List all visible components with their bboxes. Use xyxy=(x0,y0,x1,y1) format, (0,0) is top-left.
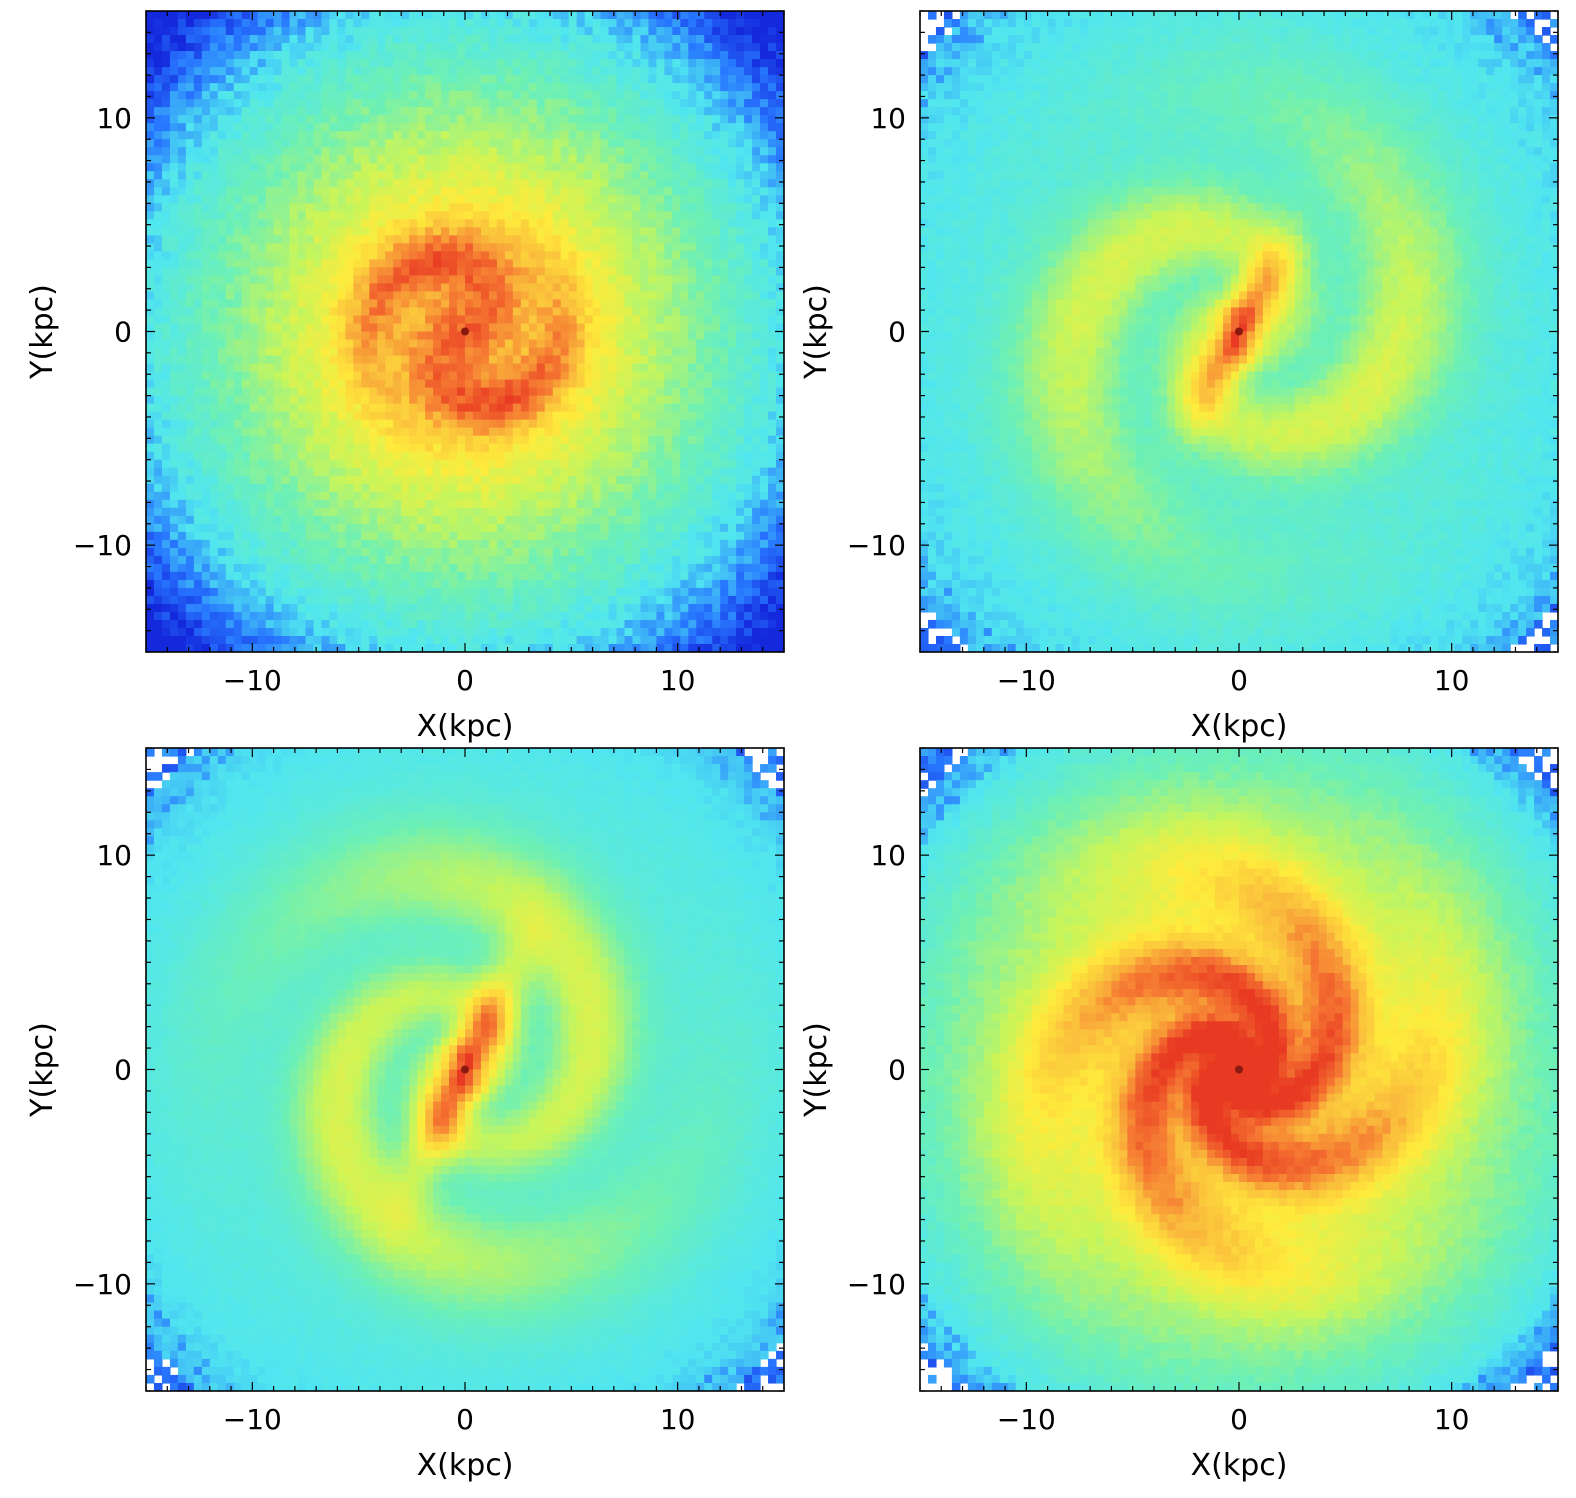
panel-bottom-left: −10 0 10 −10 0 10 X(kpc) Y(kpc) xyxy=(25,747,785,1483)
x-tick-label: 0 xyxy=(1230,1403,1248,1436)
x-tick-label: 10 xyxy=(660,664,696,697)
center-peak xyxy=(1235,327,1243,336)
x-tick-label: −10 xyxy=(223,664,282,697)
y-tick-label: 10 xyxy=(870,102,906,135)
heatmap xyxy=(146,748,784,1391)
x-tick-label: 10 xyxy=(1434,1403,1470,1436)
x-axis-label: X(kpc) xyxy=(1191,1448,1288,1483)
y-axis-label: Y(kpc) xyxy=(25,284,60,380)
x-tick-label: 0 xyxy=(1230,664,1248,697)
x-axis-label: X(kpc) xyxy=(417,1448,514,1483)
y-tick-label: −10 xyxy=(847,529,906,562)
y-tick-label: 10 xyxy=(96,839,132,872)
y-tick-label: −10 xyxy=(73,1268,132,1301)
center-peak xyxy=(461,1065,469,1074)
heatmap xyxy=(146,11,784,652)
panel-top-left: −10 0 10 −10 0 10 X(kpc) Y(kpc) xyxy=(25,10,785,744)
y-axis-label: Y(kpc) xyxy=(25,1022,60,1118)
x-tick-label: −10 xyxy=(997,664,1056,697)
heatmap xyxy=(920,11,1558,652)
y-tick-label: 10 xyxy=(96,102,132,135)
y-tick-label: 10 xyxy=(870,839,906,872)
y-tick-label: 0 xyxy=(888,316,906,349)
panel-top-right: −10 0 10 −10 0 10 X(kpc) Y(kpc) xyxy=(799,10,1559,744)
y-axis-label: Y(kpc) xyxy=(799,1022,834,1118)
y-tick-label: −10 xyxy=(847,1268,906,1301)
heatmap xyxy=(920,748,1558,1391)
y-axis-label: Y(kpc) xyxy=(799,284,834,380)
x-tick-label: 10 xyxy=(660,1403,696,1436)
panel-bottom-right: −10 0 10 −10 0 10 X(kpc) Y(kpc) xyxy=(799,747,1559,1483)
x-tick-label: 0 xyxy=(456,664,474,697)
center-peak xyxy=(1235,1065,1243,1074)
y-tick-label: 0 xyxy=(888,1054,906,1087)
x-tick-label: 0 xyxy=(456,1403,474,1436)
x-axis-label: X(kpc) xyxy=(417,709,514,744)
x-tick-label: −10 xyxy=(997,1403,1056,1436)
x-tick-label: −10 xyxy=(223,1403,282,1436)
x-tick-label: 10 xyxy=(1434,664,1470,697)
y-tick-label: 0 xyxy=(114,1054,132,1087)
x-axis-label: X(kpc) xyxy=(1191,709,1288,744)
y-tick-label: −10 xyxy=(73,529,132,562)
y-tick-label: 0 xyxy=(114,316,132,349)
center-peak xyxy=(461,327,469,336)
